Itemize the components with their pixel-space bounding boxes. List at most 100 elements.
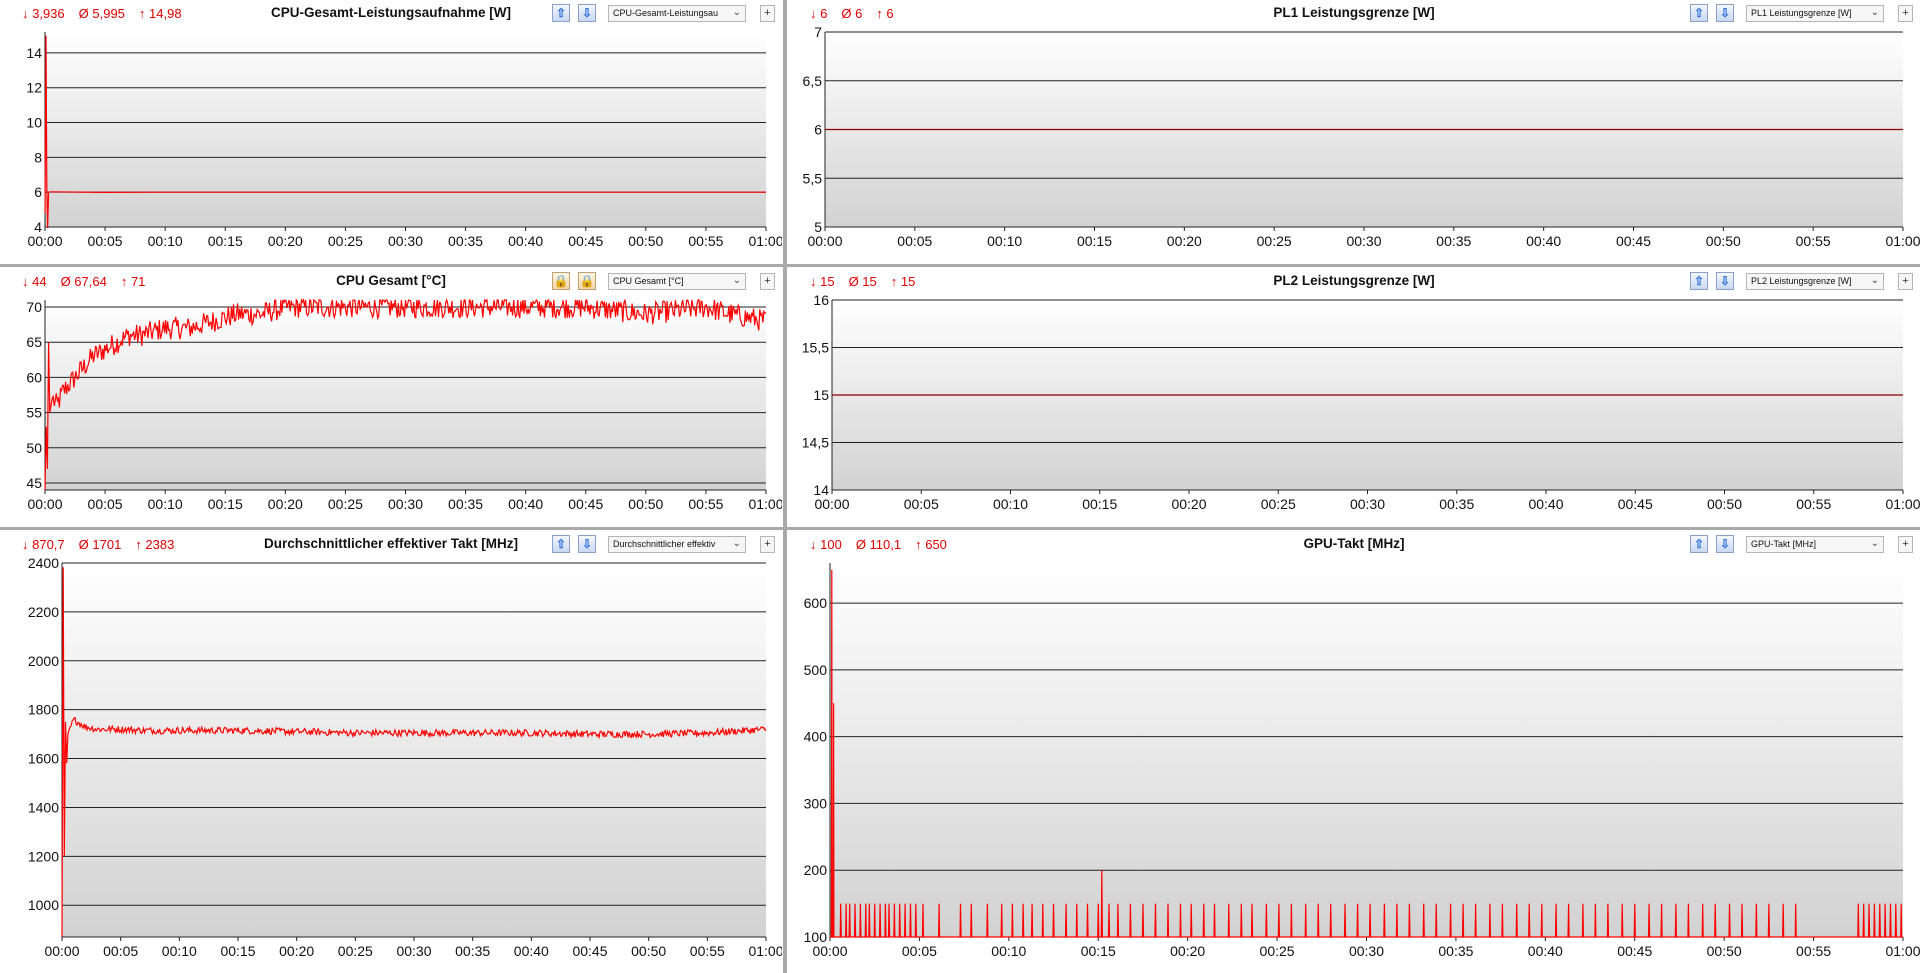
panel-header: ↓ 100 Ø 110,1 ↑ 650 GPU-Takt [MHz] ⇧ ⇩ GPU-Tak… [788,531,1920,559]
scale-up-icon[interactable]: ⇧ [1690,535,1708,553]
y-tick-label: 6 [34,184,42,200]
stats-readout: ↓ 100 Ø 110,1 ↑ 650 [810,537,961,552]
chevron-down-icon: ⌄ [1870,538,1879,549]
scale-up-icon[interactable]: ⇧ [552,4,570,22]
sensor-select-value: CPU Gesamt [°C] [613,276,684,286]
chart-panel-cpu-power: 4 6 8 10 12 14 00:00 00:05 00:10 00:15 00:20 00:25 0… [0,0,782,263]
x-tick-label: 00:55 [1796,496,1831,512]
y-tick-label: 70 [26,299,42,315]
x-tick-label: 00:10 [987,233,1022,249]
y-tick-label: 200 [804,862,828,878]
stat-min: ↓ 870,7 [22,537,65,552]
x-tick-label: 00:20 [268,496,303,512]
sensor-select[interactable]: CPU-Gesamt-Leistungsau ⌄ [608,5,746,22]
x-tick-label: 00:25 [328,496,363,512]
scale-up-icon[interactable]: ⇧ [552,535,570,553]
sensor-select[interactable]: CPU Gesamt [°C] ⌄ [608,273,746,290]
horizontal-divider-2[interactable] [0,527,1920,530]
y-tick-label: 2400 [28,555,59,571]
x-tick-label: 00:15 [1077,233,1112,249]
stat-min: ↓ 100 [810,537,842,552]
panel-header: ↓ 44 Ø 67,64 ↑ 71 CPU Gesamt [°C] 🔒 🔒 CPU Gesa… [0,268,782,296]
x-tick-label: 00:05 [88,496,123,512]
scale-down-icon[interactable]: ⇩ [1716,535,1734,553]
x-tick-label: 00:50 [631,943,666,959]
stat-max: ↑ 71 [120,274,146,289]
x-tick-label: 00:00 [27,496,62,512]
stat-max: ↑ 6 [876,6,894,21]
x-tick-label: 00:20 [268,233,303,249]
x-tick-label: 00:15 [1081,943,1116,959]
chart-svg: 14 14,5 15 15,5 16 00:00 00:05 00:10 00:15 00:20 0… [802,292,1920,512]
x-tick-label: 00:20 [1167,233,1202,249]
stat-max: ↑ 15 [890,274,916,289]
scale-up-icon[interactable]: ⇧ [1690,272,1708,290]
x-tick-label: 00:05 [103,943,138,959]
x-tick-label: 00:40 [508,233,543,249]
stat-avg: Ø 6 [841,6,863,21]
add-graph-button[interactable]: + [760,536,775,553]
plot-area [62,563,766,937]
sensor-select-value: Durchschnittlicher effektiv [613,539,716,549]
add-graph-button[interactable]: + [1898,5,1913,22]
x-tick-label: 00:45 [1618,496,1653,512]
vertical-divider[interactable] [783,0,787,973]
plot-area [830,563,1903,937]
lock-min-icon[interactable]: 🔒 [578,272,596,290]
x-tick-label: 01:00 [1885,233,1920,249]
y-tick-label: 300 [804,795,828,811]
sensor-select-value: PL2 Leistungsgrenze [W] [1751,276,1852,286]
y-tick-label: 1000 [28,897,59,913]
y-tick-label: 4 [34,219,42,235]
chart-svg: 4 6 8 10 12 14 00:00 00:05 00:10 00:15 00:20 00:25 0… [26,32,782,249]
scale-down-icon[interactable]: ⇩ [1716,272,1734,290]
add-graph-button[interactable]: + [1898,536,1913,553]
sensor-select[interactable]: GPU-Takt [MHz] ⌄ [1746,536,1884,553]
add-graph-button[interactable]: + [1898,273,1913,290]
stats-readout: ↓ 3,936 Ø 5,995 ↑ 14,98 [22,6,196,21]
x-tick-label: 00:50 [1707,943,1742,959]
x-tick-label: 00:55 [1796,233,1831,249]
x-tick-label: 00:50 [628,233,663,249]
panel-header: ↓ 3,936 Ø 5,995 ↑ 14,98 CPU-Gesamt-Leistung… [0,0,782,28]
x-tick-label: 00:15 [220,943,255,959]
chart-panel-pl2: 14 14,5 15 15,5 16 00:00 00:05 00:10 00:15 00:20 0… [788,268,1920,526]
x-tick-label: 00:45 [568,233,603,249]
chart-panel-eff-clock: 1000 1200 1400 1600 1800 2000 2200 2400 00:00 00:… [0,531,782,973]
x-tick-label: 00:45 [1616,233,1651,249]
y-tick-label: 65 [26,334,42,350]
sensor-select[interactable]: Durchschnittlicher effektiv ⌄ [608,536,746,553]
stats-readout: ↓ 44 Ø 67,64 ↑ 71 [22,274,159,289]
x-tick-label: 00:40 [1528,496,1563,512]
y-tick-label: 7 [814,24,822,40]
y-tick-label: 6,5 [803,73,823,89]
x-tick-label: 00:40 [508,496,543,512]
scale-down-icon[interactable]: ⇩ [578,4,596,22]
y-tick-label: 14 [813,482,829,498]
x-tick-label: 00:20 [1170,943,1205,959]
x-tick-label: 00:35 [1436,233,1471,249]
panel-controls: ⇧ ⇩ PL1 Leistungsgrenze [W] ⌄ + [1690,4,1920,24]
x-tick-label: 00:05 [904,496,939,512]
sensor-select[interactable]: PL2 Leistungsgrenze [W] ⌄ [1746,273,1884,290]
sensor-select-value: PL1 Leistungsgrenze [W] [1751,8,1852,18]
horizontal-divider-1[interactable] [0,264,1920,267]
y-tick-label: 400 [804,729,828,745]
x-tick-label: 00:30 [388,233,423,249]
x-tick-label: 01:00 [1885,496,1920,512]
scale-down-icon[interactable]: ⇩ [1716,4,1734,22]
add-graph-button[interactable]: + [760,5,775,22]
x-tick-label: 00:55 [688,496,723,512]
stat-min: ↓ 15 [810,274,835,289]
sensor-select[interactable]: PL1 Leistungsgrenze [W] ⌄ [1746,5,1884,22]
x-tick-label: 00:40 [1526,233,1561,249]
stats-readout: ↓ 15 Ø 15 ↑ 15 [810,274,929,289]
chevron-down-icon: ⌄ [732,538,741,549]
scale-up-icon[interactable]: ⇧ [1690,4,1708,22]
y-tick-label: 10 [26,115,42,131]
stat-avg: Ø 110,1 [855,537,902,552]
x-tick-label: 00:25 [1260,943,1295,959]
lock-max-icon[interactable]: 🔒 [552,272,570,290]
scale-down-icon[interactable]: ⇩ [578,535,596,553]
add-graph-button[interactable]: + [760,273,775,290]
